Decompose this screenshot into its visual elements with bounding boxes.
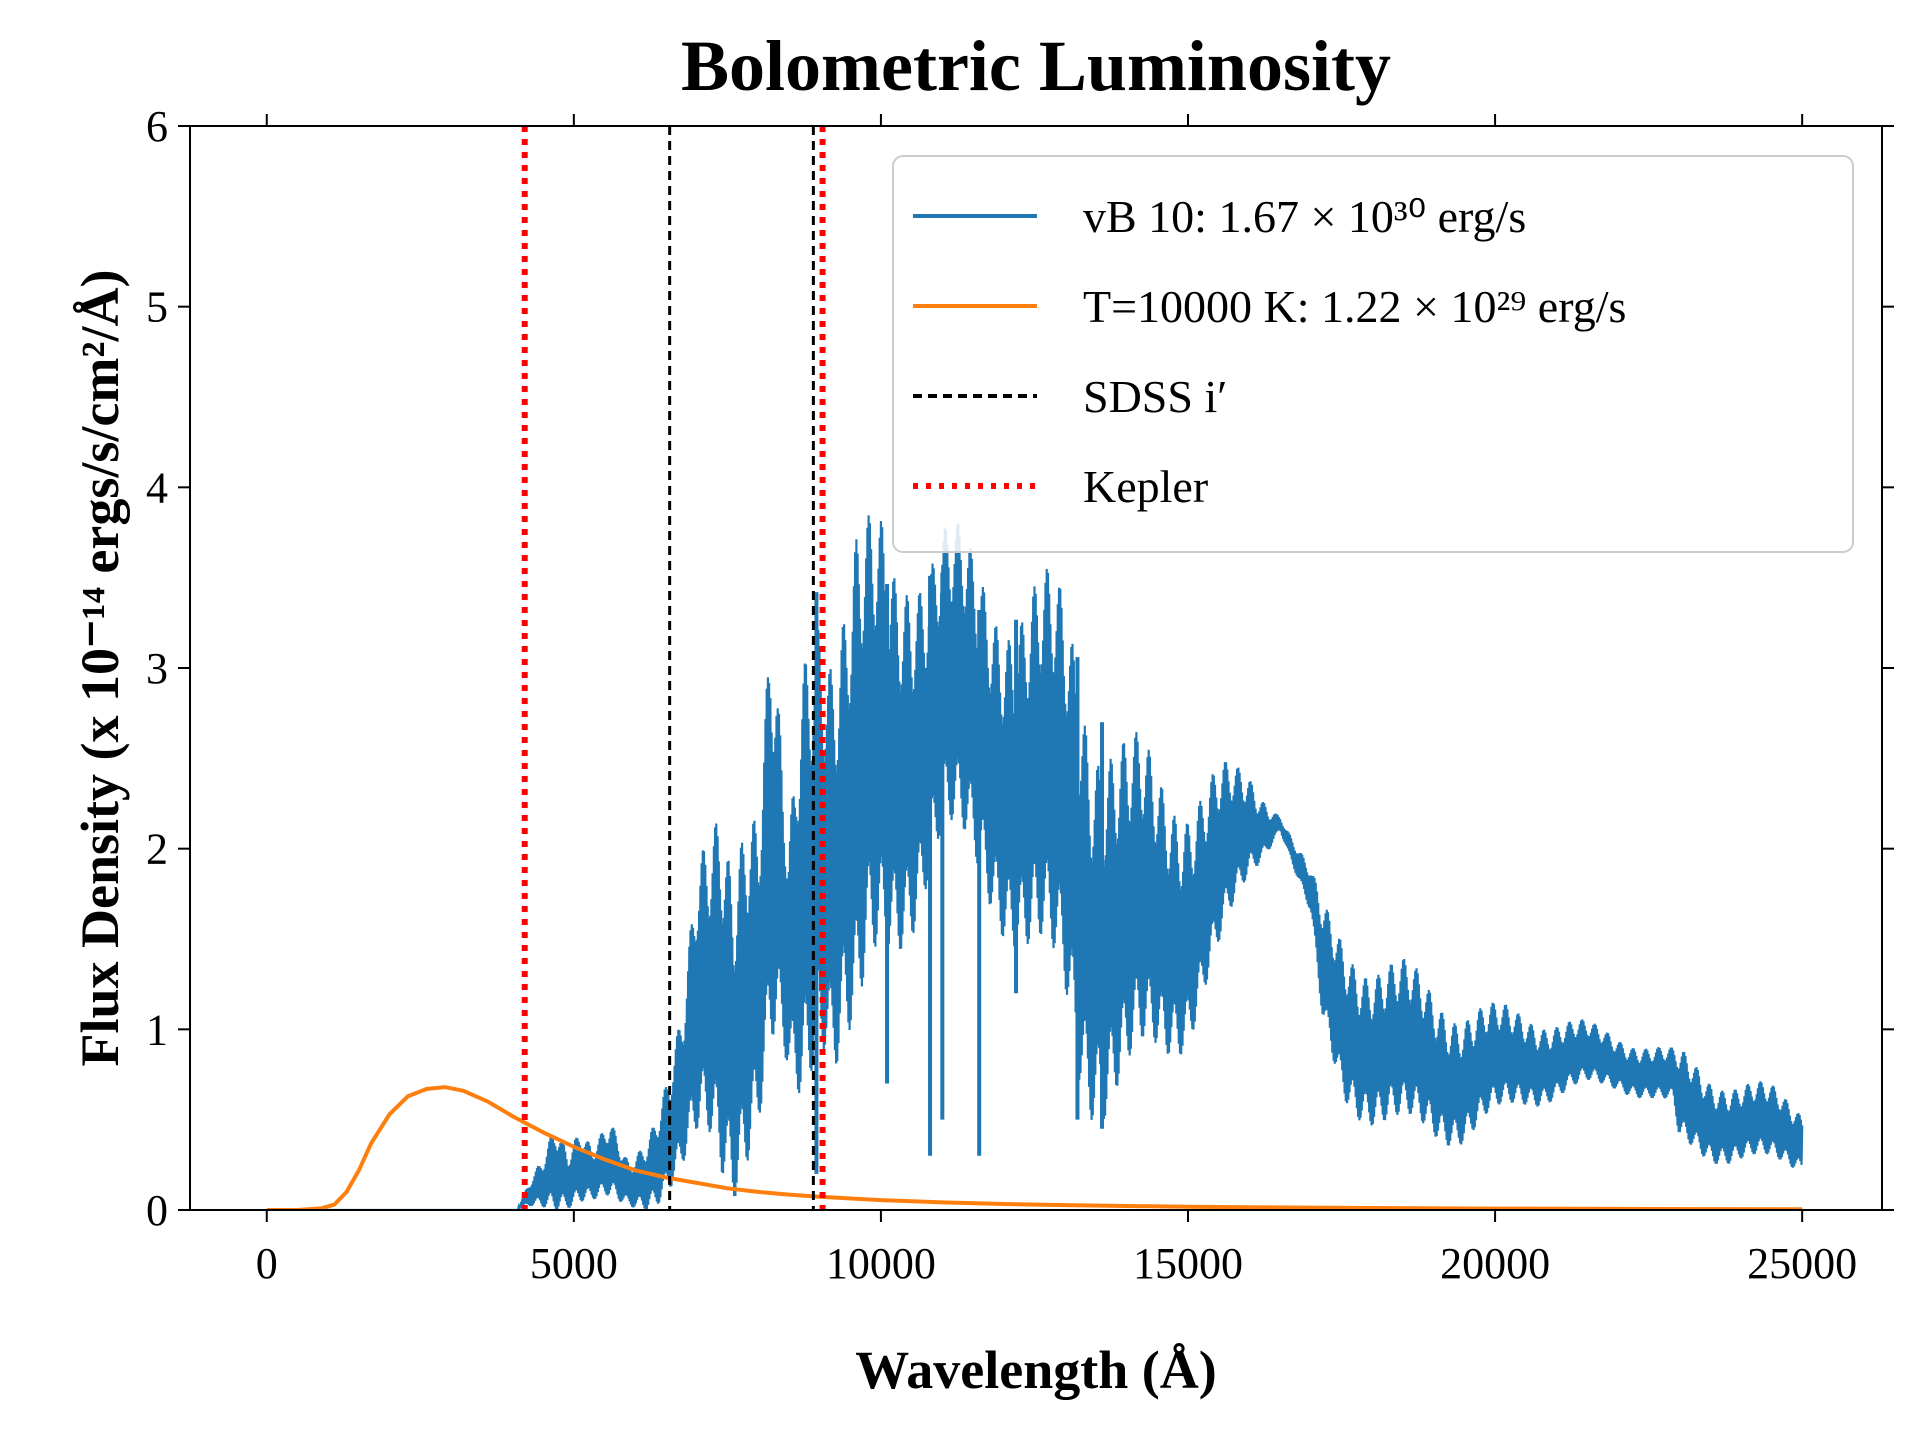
- y-axis-label: Flux Density (x 10⁻¹⁴ ergs/s/cm²/Å): [70, 270, 130, 1067]
- y-tick-label: 0: [146, 1186, 168, 1235]
- legend-label: vB 10: 1.67 × 10³⁰ erg/s: [1083, 191, 1526, 242]
- plot-area: [266, 126, 1804, 1210]
- x-tick-label: 25000: [1747, 1239, 1857, 1288]
- series-vb10-line: [266, 515, 1804, 1210]
- chart-title: Bolometric Luminosity: [681, 26, 1391, 106]
- legend-label: T=10000 K: 1.22 × 10²⁹ erg/s: [1083, 281, 1626, 332]
- legend-box: [892, 155, 1854, 553]
- x-tick-label: 15000: [1133, 1239, 1243, 1288]
- y-tick-label: 4: [146, 463, 168, 512]
- x-tick-label: 10000: [826, 1239, 936, 1288]
- plot-clip-group: [266, 126, 1804, 1210]
- legend-label: Kepler: [1083, 461, 1208, 512]
- x-tick-label: 20000: [1440, 1239, 1550, 1288]
- legend-label: SDSS i′: [1083, 371, 1227, 422]
- x-axis-label: Wavelength (Å): [855, 1340, 1216, 1400]
- legend: vB 10: 1.67 × 10³⁰ erg/s T=10000 K: 1.22 …: [892, 155, 1854, 553]
- y-tick-label: 3: [146, 644, 168, 693]
- x-tick-label: 0: [256, 1239, 278, 1288]
- series-blackbody-line: [266, 1085, 1803, 1210]
- y-tick-label: 1: [146, 1005, 168, 1054]
- y-tick-label: 5: [146, 283, 168, 332]
- axes-ticks: 0 5000 10000 15000 20000 25000 0 1 2 3 4 5 6: [146, 102, 1894, 1288]
- y-tick-label: 6: [146, 102, 168, 151]
- x-tick-label: 5000: [530, 1239, 618, 1288]
- y-tick-label: 2: [146, 825, 168, 874]
